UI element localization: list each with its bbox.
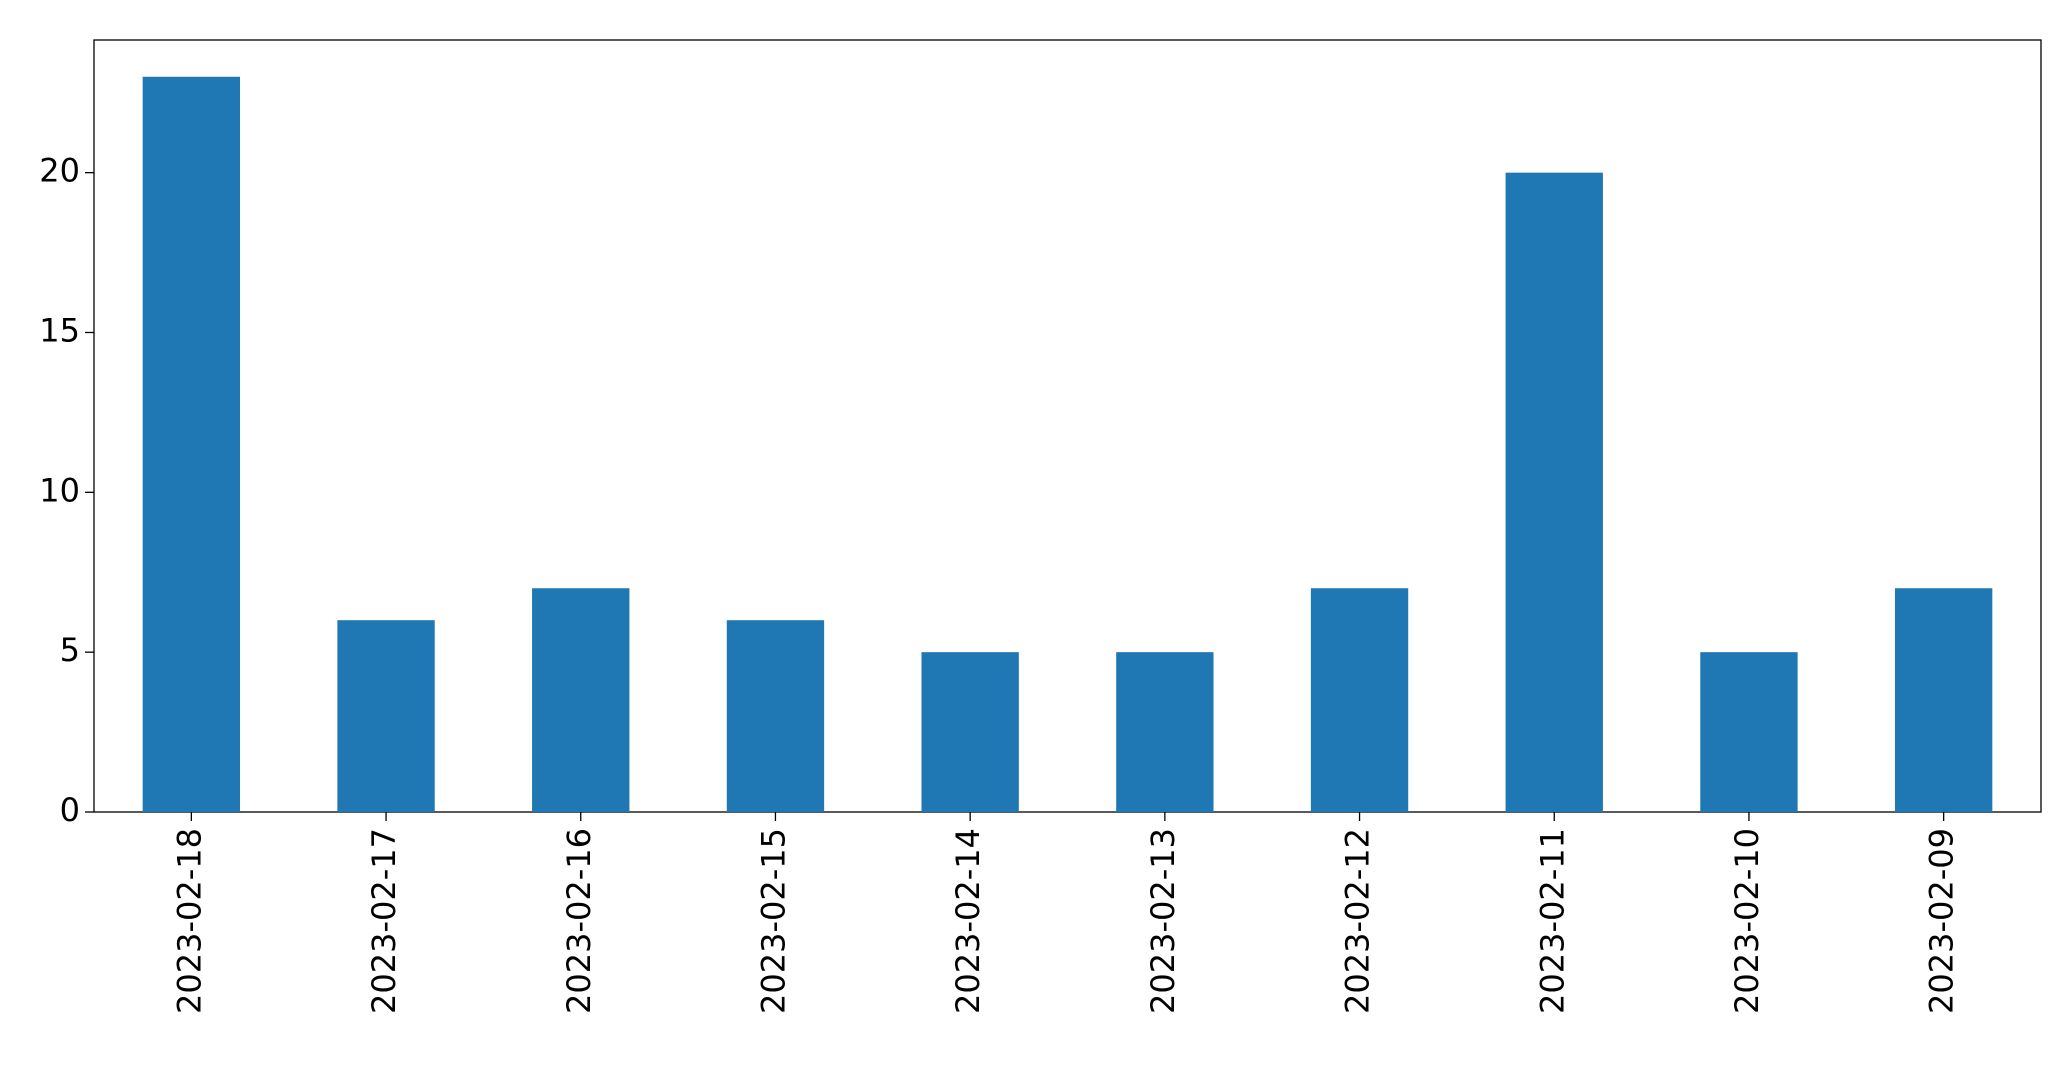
- x-tick-label: 2023-02-10: [1728, 828, 1766, 1014]
- x-tick-label: 2023-02-18: [170, 828, 208, 1014]
- plot-frame: [93, 39, 2042, 813]
- x-tick-label: 2023-02-14: [949, 828, 987, 1014]
- x-tick-label: 2023-02-16: [560, 828, 598, 1014]
- x-tick-label: 2023-02-13: [1144, 828, 1182, 1014]
- bar: [1700, 652, 1798, 812]
- bar: [921, 652, 1019, 812]
- bar: [532, 588, 630, 812]
- bar: [142, 76, 241, 812]
- x-tick-label: 2023-02-17: [365, 828, 403, 1014]
- x-tick-label: 2023-02-15: [754, 828, 792, 1014]
- y-tick-label: 15: [39, 311, 80, 349]
- x-tick-label: 2023-02-11: [1533, 828, 1571, 1014]
- bar: [1116, 652, 1214, 812]
- y-tick-label: 20: [39, 152, 80, 190]
- y-tick-label: 10: [39, 471, 80, 509]
- bar: [337, 620, 435, 812]
- y-tick-label: 0: [60, 791, 80, 829]
- x-tick-label: 2023-02-12: [1339, 828, 1377, 1014]
- x-tick-label: 2023-02-09: [1923, 828, 1961, 1014]
- bar: [1894, 588, 1993, 812]
- y-tick-label: 5: [60, 631, 80, 669]
- bar: [726, 620, 825, 812]
- bar: [1310, 588, 1409, 812]
- bar: [1505, 172, 1603, 812]
